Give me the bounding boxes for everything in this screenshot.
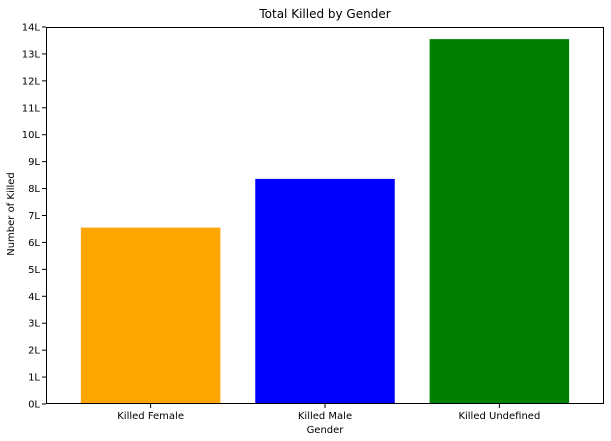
bar-killed-male [255, 178, 395, 404]
y-tick-label: 3L [28, 319, 40, 330]
y-tick-label: 4L [28, 292, 40, 303]
x-tick-label: Killed Female [117, 411, 184, 422]
y-tick-label: 9L [28, 157, 40, 168]
x-tick-label: Killed Male [298, 411, 352, 422]
y-tick-label: 1L [28, 373, 40, 384]
x-tick-label: Killed Undefined [458, 411, 540, 422]
y-tick-label: 12L [22, 76, 41, 87]
y-tick-label: 11L [22, 103, 41, 114]
y-tick-label: 6L [28, 238, 40, 249]
y-tick-label: 8L [28, 184, 40, 195]
y-tick-label: 10L [22, 130, 41, 141]
bar-series [80, 39, 570, 404]
y-tick-label: 2L [28, 346, 40, 357]
chart-title: Total Killed by Gender [258, 7, 390, 21]
y-tick-label: 5L [28, 265, 40, 276]
y-tick-label: 14L [22, 23, 41, 34]
x-axis: Killed Female Killed Male Killed Undefined [117, 404, 540, 422]
y-tick-label: 7L [28, 211, 40, 222]
y-tick-label: 0L [28, 400, 40, 411]
bar-killed-female [80, 227, 221, 404]
y-axis: 0L 1L 2L 3L 4L 5L 6L 7L 8L 9L 10L 11L 12L 13L 14L [22, 23, 46, 411]
x-axis-label: Gender [307, 425, 345, 436]
y-axis-label: Number of Killed [6, 172, 17, 256]
bar-killed-undefined [429, 39, 570, 404]
plot-area-frame [46, 27, 604, 404]
y-tick-label: 13L [22, 49, 41, 60]
